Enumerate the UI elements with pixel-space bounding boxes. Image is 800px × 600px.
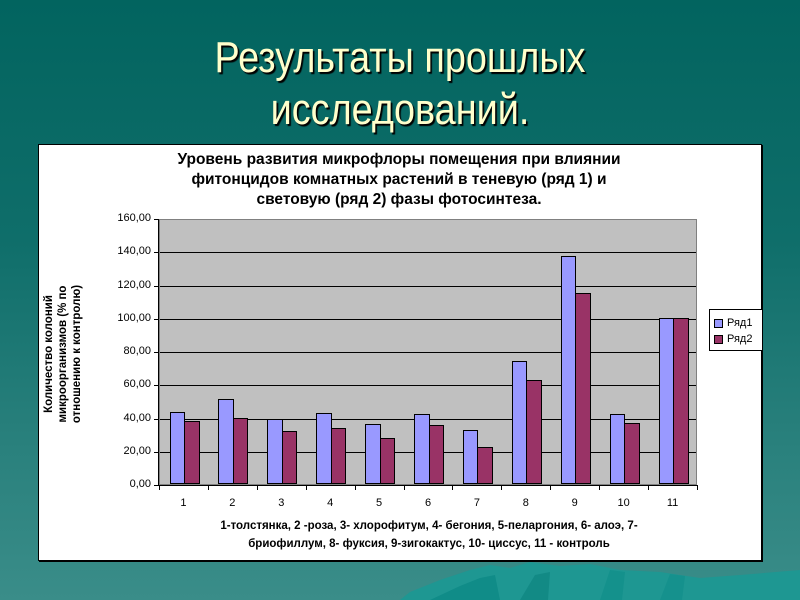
- gridline: [160, 352, 696, 353]
- slide-title-line-2: исследований.: [270, 85, 530, 134]
- x-tick-mark: [256, 485, 258, 490]
- legend-label-series2: Ряд2: [727, 333, 753, 345]
- x-tick-mark: [501, 485, 503, 490]
- x-tick-label: 3: [278, 497, 285, 509]
- x-axis-title-line-2: бриофиллум, 8- фуксия, 9-зигокактус, 10-…: [248, 538, 610, 550]
- gridline: [160, 318, 696, 320]
- slide-title: Результаты прошлых исследований.: [56, 32, 744, 136]
- bar-series1-cat7: [462, 429, 479, 484]
- legend-item-series2: Ряд2: [714, 332, 752, 346]
- bar-series2-cat3: [281, 430, 298, 484]
- y-axis-line: [158, 219, 159, 486]
- chart-title: Уровень развития микрофлоры помещения пр…: [79, 150, 719, 210]
- x-tick-label: 7: [473, 497, 480, 509]
- y-tick-mark: [154, 385, 159, 387]
- legend-label-series1: Ряд1: [727, 317, 753, 329]
- chart-container: Уровень развития микрофлоры помещения пр…: [38, 144, 763, 561]
- chart-legend: Ряд1 Ряд2: [709, 309, 763, 351]
- legend-swatch-series2: [714, 334, 723, 344]
- bar-series1-cat3: [267, 419, 283, 484]
- chart-title-line-3: световую (ряд 2) фазы фотосинтеза.: [256, 191, 542, 208]
- y-tick-label: 160,00: [117, 212, 151, 224]
- chart-title-line-2: фитонцидов комнатных растений в теневую …: [191, 171, 607, 188]
- plot-area: [159, 219, 697, 485]
- bar-series2-cat7: [477, 447, 493, 484]
- gridline: [160, 385, 696, 387]
- bar-series2-cat9: [575, 292, 591, 484]
- bar-series1-cat2: [218, 399, 234, 484]
- y-axis-title-line-1: Количество колоний: [43, 295, 55, 413]
- y-tick-mark: [154, 318, 159, 320]
- bar-series2-cat4: [330, 428, 347, 484]
- x-tick-mark: [403, 485, 405, 490]
- y-tick-mark: [154, 418, 159, 420]
- x-axis-title: 1-толстянка, 2 -роза, 3- хлорофитум, 4- …: [159, 517, 699, 553]
- bar-series2-cat6: [428, 424, 445, 484]
- mountain-decoration: [400, 562, 800, 600]
- y-axis-title-line-3: отношению к контролю): [71, 284, 83, 424]
- x-axis-title-line-1: 1-толстянка, 2 -роза, 3- хлорофитум, 4- …: [220, 520, 638, 532]
- bar-series2-cat10: [624, 423, 640, 484]
- y-tick-mark: [154, 451, 159, 453]
- bar-series2-cat8: [526, 380, 542, 484]
- x-tick-mark: [550, 485, 552, 490]
- bar-series2-cat2: [232, 418, 249, 484]
- x-tick-label: 2: [229, 497, 236, 509]
- x-tick-label: 11: [666, 497, 679, 509]
- x-tick-mark: [599, 485, 601, 490]
- bar-series1-cat1: [169, 411, 185, 484]
- x-tick-mark: [697, 485, 698, 490]
- x-tick-label: 4: [327, 497, 334, 509]
- bar-series1-cat11: [658, 317, 675, 484]
- bar-series1-cat6: [414, 414, 430, 484]
- legend-swatch-series1: [714, 318, 723, 328]
- y-tick-mark: [154, 252, 159, 254]
- bar-series2-cat5: [379, 438, 396, 484]
- chart-title-line-1: Уровень развития микрофлоры помещения пр…: [177, 151, 621, 168]
- x-tick-mark: [159, 485, 160, 490]
- bar-series1-cat9: [560, 256, 577, 484]
- slide-title-line-1: Результаты прошлых: [214, 33, 586, 82]
- y-tick-label: 140,00: [117, 245, 151, 258]
- y-tick-mark: [154, 219, 159, 220]
- y-tick-label: 100,00: [117, 311, 151, 324]
- gridline: [160, 285, 696, 287]
- bar-series2-cat11: [673, 317, 689, 484]
- bar-series1-cat8: [511, 360, 528, 484]
- x-tick-label: 5: [376, 497, 383, 509]
- bar-series1-cat5: [365, 424, 381, 484]
- x-tick-label: 8: [522, 497, 529, 509]
- y-axis-title-line-2: микроорганизмов (% по: [57, 285, 69, 423]
- x-axis-line: [158, 485, 697, 486]
- legend-item-series1: Ряд1: [714, 316, 752, 330]
- x-tick-label: 10: [617, 497, 630, 509]
- y-tick-label: 60,00: [123, 378, 151, 391]
- y-tick-label: 120,00: [117, 278, 151, 291]
- bar-series1-cat4: [316, 412, 332, 484]
- x-tick-mark: [207, 485, 209, 490]
- y-tick-label: 20,00: [123, 444, 151, 457]
- gridline: [160, 252, 696, 254]
- x-tick-mark: [648, 485, 650, 490]
- x-tick-label: 9: [571, 497, 578, 509]
- x-tick-mark: [305, 485, 307, 490]
- y-tick-label: 40,00: [123, 411, 151, 424]
- y-tick-label: 0,00: [129, 478, 151, 490]
- y-axis-title: Количество колоний микроорганизмов (% по…: [42, 238, 84, 470]
- x-tick-label: 1: [180, 497, 187, 509]
- y-axis-title-clip: Количество колоний микроорганизмов (% по…: [39, 219, 89, 489]
- x-tick-mark: [452, 485, 454, 490]
- bar-series2-cat1: [184, 420, 200, 484]
- bar-series1-cat10: [609, 414, 626, 484]
- x-tick-mark: [354, 485, 356, 490]
- y-tick-label: 80,00: [123, 345, 151, 357]
- y-tick-mark: [154, 485, 159, 486]
- x-tick-label: 6: [424, 497, 432, 509]
- y-tick-mark: [154, 352, 159, 353]
- y-tick-mark: [154, 285, 159, 287]
